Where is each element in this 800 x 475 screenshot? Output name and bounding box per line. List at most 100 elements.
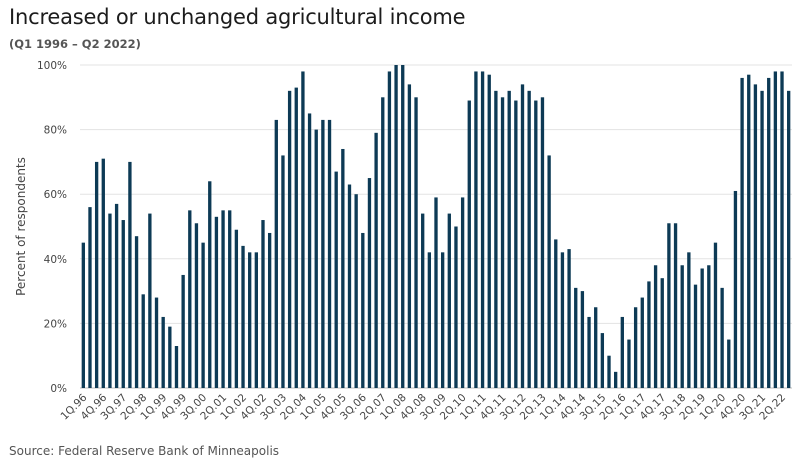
bar — [773, 71, 778, 389]
bar — [214, 216, 219, 388]
bar — [334, 171, 338, 388]
bar — [121, 220, 125, 388]
bar — [700, 268, 704, 388]
bar — [760, 90, 764, 388]
bar — [367, 178, 372, 388]
bar — [234, 229, 239, 388]
bar — [454, 226, 458, 388]
bar — [594, 307, 598, 388]
bar — [520, 84, 525, 388]
y-axis-label: Percent of respondents — [14, 157, 28, 296]
bar — [307, 113, 312, 388]
bar — [627, 339, 631, 388]
bar — [720, 287, 724, 388]
bar — [560, 252, 565, 388]
bar — [527, 90, 531, 388]
bar — [188, 210, 192, 388]
chart-title: Increased or unchanged agricultural inco… — [9, 5, 466, 29]
bar — [447, 213, 451, 388]
bar — [174, 346, 179, 388]
bar — [321, 119, 325, 388]
bar — [574, 287, 578, 388]
bar — [114, 203, 119, 388]
bar — [221, 210, 225, 388]
y-tick-label: 20% — [44, 318, 67, 330]
bar — [534, 100, 538, 388]
bar — [580, 291, 585, 388]
bar — [248, 252, 252, 388]
bar — [161, 316, 165, 388]
bar — [727, 339, 731, 388]
bar — [653, 265, 658, 388]
bar — [494, 90, 498, 388]
bar — [194, 223, 199, 388]
bar — [600, 333, 605, 388]
bar — [134, 236, 139, 388]
bar — [254, 252, 258, 388]
y-tick-label: 100% — [37, 60, 67, 72]
bar — [347, 184, 352, 388]
y-tick-label: 40% — [44, 254, 67, 266]
bar — [787, 90, 791, 388]
bar — [301, 71, 305, 389]
bar — [407, 84, 412, 388]
bar — [327, 119, 332, 388]
bar — [460, 197, 465, 388]
bar — [354, 194, 358, 388]
bar — [341, 148, 345, 388]
bar — [154, 297, 159, 388]
bar — [680, 265, 684, 388]
bar — [747, 74, 751, 388]
bar — [440, 252, 445, 388]
bar — [101, 158, 105, 388]
bar — [274, 119, 278, 388]
bar — [567, 249, 571, 388]
bar — [421, 213, 425, 388]
bar — [314, 129, 318, 388]
bar — [474, 71, 478, 389]
bar — [81, 242, 85, 388]
bar — [514, 100, 518, 388]
bar — [693, 284, 698, 388]
source-note: Source: Federal Reserve Bank of Minneapo… — [9, 444, 280, 458]
y-tick-label: 80% — [44, 125, 67, 137]
bar — [660, 278, 664, 388]
bar — [647, 281, 651, 388]
bar — [281, 155, 285, 388]
bar — [500, 97, 505, 389]
bar — [607, 355, 611, 388]
bar — [427, 252, 432, 388]
bar — [480, 71, 485, 389]
bar — [707, 265, 711, 388]
bar — [394, 65, 398, 388]
bar — [208, 181, 212, 388]
bar — [414, 97, 418, 389]
bar — [261, 220, 265, 388]
y-tick-label: 0% — [50, 383, 67, 395]
bar — [228, 210, 232, 388]
bar — [673, 223, 678, 388]
bar — [687, 252, 691, 388]
bar — [640, 297, 644, 388]
bar — [108, 213, 112, 388]
bar — [201, 242, 205, 388]
y-tick-label: 60% — [44, 189, 67, 201]
bar — [241, 245, 245, 388]
bar — [713, 242, 718, 388]
bar — [780, 71, 784, 389]
bar — [633, 307, 638, 388]
bar — [620, 316, 624, 388]
bar — [287, 90, 292, 388]
bar — [361, 232, 365, 388]
bar — [767, 77, 771, 389]
bar — [401, 65, 405, 388]
bar — [267, 232, 272, 388]
bar — [547, 155, 551, 388]
bar — [667, 223, 671, 388]
bar — [507, 90, 511, 388]
bar — [148, 213, 152, 388]
bar — [141, 294, 145, 388]
bar — [374, 132, 378, 388]
bar — [753, 84, 758, 388]
